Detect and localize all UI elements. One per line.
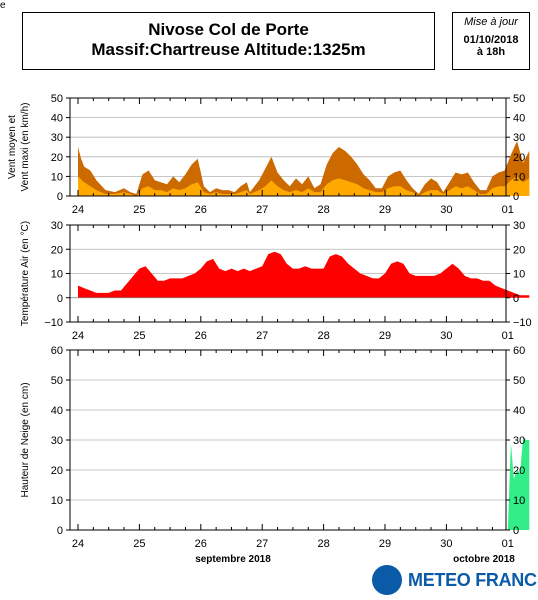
ytick-label-left-2-0: 0 xyxy=(57,525,63,537)
ytick-label-left-0-0: 0 xyxy=(57,191,63,203)
ytick-label-right-2-6: 60 xyxy=(513,345,525,357)
ytick-label-right-1-4: 30 xyxy=(513,220,525,232)
month-label-oct: octobre 2018 xyxy=(453,554,515,565)
xtick-label-1-2: 26 xyxy=(195,330,207,342)
ylabel-line1-0: Vent moyen et xyxy=(7,115,18,179)
series-area-2-0 xyxy=(78,437,530,530)
xtick-label-0-4: 28 xyxy=(317,204,329,216)
ytick-label-right-2-4: 40 xyxy=(513,405,525,417)
ytick-label-right-0-0: 0 xyxy=(513,191,519,203)
title-box: Nivose Col de Porte Massif:Chartreuse Al… xyxy=(22,12,435,70)
plot-frame-0 xyxy=(69,97,507,197)
ytick-label-right-2-3: 30 xyxy=(513,435,525,447)
ytick-label-left-2-1: 10 xyxy=(51,495,63,507)
ytick-label-right-0-1: 10 xyxy=(513,171,525,183)
ytick-label-left-2-4: 40 xyxy=(51,405,63,417)
meteo-france-logo: METEO FRANCE xyxy=(372,563,538,600)
ytick-label-left-0-1: 10 xyxy=(51,171,63,183)
xtick-label-0-7: 01 xyxy=(502,204,514,216)
ytick-label-right-1-1: 0 xyxy=(513,293,519,305)
ytick-label-left-1-4: 30 xyxy=(51,220,63,232)
xtick-label-2-5: 29 xyxy=(379,538,391,550)
series-area-0-0 xyxy=(78,141,530,196)
ytick-label-left-2-6: 60 xyxy=(51,345,63,357)
xtick-label-2-0: 24 xyxy=(72,538,84,550)
ytick-label-left-2-2: 20 xyxy=(51,465,63,477)
update-label: Mise à jour xyxy=(464,16,518,28)
ytick-label-left-0-2: 20 xyxy=(51,152,63,164)
corner-mark: e xyxy=(0,0,6,11)
xtick-label-1-6: 30 xyxy=(440,330,452,342)
xtick-label-2-3: 27 xyxy=(256,538,268,550)
series-area-1-0 xyxy=(78,251,530,298)
ytick-label-right-0-3: 30 xyxy=(513,132,525,144)
month-label-sept: septembre 2018 xyxy=(195,554,271,565)
ytick-label-right-0-4: 40 xyxy=(513,113,525,125)
ytick-label-left-0-4: 40 xyxy=(51,113,63,125)
xtick-label-0-1: 25 xyxy=(133,204,145,216)
ytick-label-right-1-3: 20 xyxy=(513,244,525,256)
xtick-label-2-2: 26 xyxy=(195,538,207,550)
series-area-0-1 xyxy=(78,176,530,196)
xtick-label-0-3: 27 xyxy=(256,204,268,216)
ytick-label-right-2-5: 50 xyxy=(513,375,525,387)
ytick-label-left-2-3: 30 xyxy=(51,435,63,447)
station-title: Nivose Col de Porte xyxy=(148,20,309,39)
massif-subtitle: Massif:Chartreuse Altitude:1325m xyxy=(91,40,366,59)
ytick-label-left-0-5: 50 xyxy=(51,93,63,105)
xtick-label-1-0: 24 xyxy=(72,330,84,342)
ytick-label-right-1-2: 10 xyxy=(513,269,525,281)
ylabel-1: Température Air (en °C) xyxy=(20,221,31,326)
xtick-label-2-6: 30 xyxy=(440,538,452,550)
update-hour: à 18h xyxy=(476,46,506,58)
ylabel-line2-0: Vent maxi (en km/h) xyxy=(20,103,31,192)
ylabel-2: Hauteur de Neige (en cm) xyxy=(20,382,31,497)
xtick-label-2-4: 28 xyxy=(317,538,329,550)
ytick-label-right-2-2: 20 xyxy=(513,465,525,477)
ytick-label-right-0-5: 50 xyxy=(513,93,525,105)
ytick-label-left-1-0: −10 xyxy=(44,317,63,329)
xtick-label-0-5: 29 xyxy=(379,204,391,216)
xtick-label-0-6: 30 xyxy=(440,204,452,216)
xtick-label-1-4: 28 xyxy=(317,330,329,342)
xtick-label-1-5: 29 xyxy=(379,330,391,342)
ytick-label-left-1-1: 0 xyxy=(57,293,63,305)
xtick-label-1-7: 01 xyxy=(502,330,514,342)
update-date: 01/10/2018 xyxy=(463,34,519,46)
ytick-label-right-0-2: 20 xyxy=(513,152,525,164)
xtick-label-2-7: 01 xyxy=(502,538,514,550)
ytick-label-left-1-3: 20 xyxy=(51,244,63,256)
xtick-label-0-2: 26 xyxy=(195,204,207,216)
ytick-label-left-2-5: 50 xyxy=(51,375,63,387)
logo-icon xyxy=(372,565,402,595)
logo-text: METEO FRANCE xyxy=(408,570,538,590)
xtick-label-1-1: 25 xyxy=(133,330,145,342)
xtick-label-2-1: 25 xyxy=(133,538,145,550)
ytick-label-right-1-0: −10 xyxy=(513,317,532,329)
xtick-label-0-0: 24 xyxy=(72,204,84,216)
ytick-label-left-0-3: 30 xyxy=(51,132,63,144)
ytick-label-right-2-1: 10 xyxy=(513,495,525,507)
ytick-label-right-2-0: 0 xyxy=(513,525,519,537)
update-box: Mise à jour 01/10/2018 à 18h xyxy=(452,12,530,70)
ytick-label-left-1-2: 10 xyxy=(51,269,63,281)
xtick-label-1-3: 27 xyxy=(256,330,268,342)
